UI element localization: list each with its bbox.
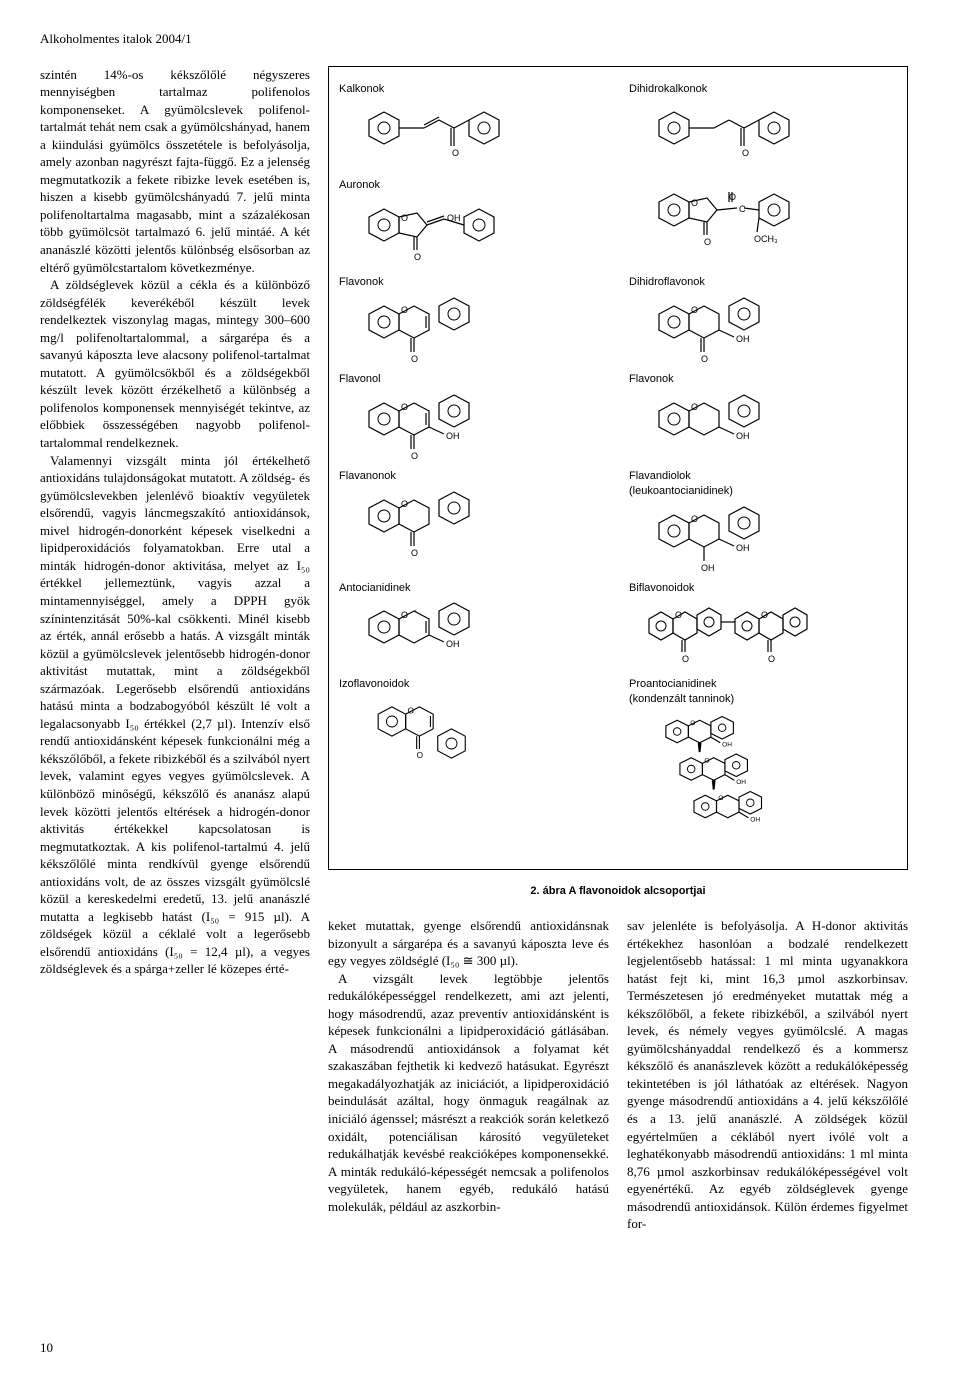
label-flavonok2: Flavonok (629, 372, 909, 387)
struct-flavanonok: O O (339, 486, 619, 560)
cell-flavonok2: Flavonok O OH (629, 372, 909, 463)
svg-text:⁺: ⁺ (413, 608, 417, 617)
label-flavonol: Flavonol (339, 372, 619, 387)
main-content: szintén 14%-os kékszőlőlé négyszeres men… (40, 66, 920, 1233)
svg-text:O: O (718, 795, 723, 802)
struct-flavandiolok: O OH OH (629, 501, 909, 575)
svg-text:O: O (411, 451, 418, 461)
left-column: szintén 14%-os kékszőlőlé négyszeres men… (40, 66, 310, 1233)
svg-text:O: O (704, 237, 711, 247)
struct-dihidroflavonok: O O OH (629, 292, 909, 366)
cell-proantocianidinek: Proantocianidinek (kondenzált tanninok) … (629, 677, 909, 859)
label-proantocianidinek: Proantocianidinek (kondenzált tanninok) (629, 677, 909, 707)
struct-auronok-2: O O O C OCH₃ (629, 180, 909, 254)
cell-blank1: O O O C OCH₃ (629, 178, 909, 269)
right-column: sav jelenléte is befolyásolja. A H-donor… (627, 917, 908, 1233)
svg-text:O: O (401, 402, 408, 412)
svg-text:OH: OH (446, 431, 460, 441)
cell-flavanonok: Flavanonok O O (339, 469, 619, 575)
svg-text:OH: OH (750, 817, 760, 824)
struct-dihidrokalkonok: O (629, 98, 909, 172)
svg-text:OH: OH (446, 639, 460, 649)
cell-dihidroflavonok: Dihidroflavonok O O OH (629, 275, 909, 366)
figure-column: Kalkonok O (328, 66, 908, 1233)
struct-izoflavonoidok: O O (339, 694, 619, 804)
label-dihidrokalkonok: Dihidrokalkonok (629, 82, 909, 97)
label-biflavonoidok: Biflavonoidok (629, 581, 909, 596)
paragraph-2: A zöldséglevek közül a cékla és a különb… (40, 276, 310, 451)
cell-izoflavonoidok: Izoflavonoidok O O (339, 677, 619, 859)
svg-text:O: O (682, 654, 689, 664)
svg-text:OH: OH (736, 334, 750, 344)
paragraph-6: sav jelenléte is befolyásolja. A H-donor… (627, 917, 908, 1233)
label-antocianidinek: Antocianidinek (339, 581, 619, 596)
svg-text:O: O (414, 252, 421, 262)
paragraph-3: Valamennyi vizsgált minta jól értékelhet… (40, 452, 310, 978)
label-dihidroflavonok: Dihidroflavonok (629, 275, 909, 290)
cell-flavonok: Flavonok O O (339, 275, 619, 366)
svg-text:OH: OH (701, 563, 715, 573)
svg-text:O: O (701, 354, 708, 364)
struct-proantocianidinek: O OH O (629, 709, 909, 859)
cell-biflavonoidok: Biflavonoidok O O (629, 581, 909, 672)
cell-flavandiolok: Flavandiolok (leukoantocianidinek) O OH … (629, 469, 909, 575)
cell-flavonol: Flavonol O O OH (339, 372, 619, 463)
struct-flavonok2: O OH (629, 389, 909, 463)
cell-antocianidinek: Antocianidinek O ⁺ OH (339, 581, 619, 672)
svg-text:O: O (401, 213, 408, 223)
page-number: 10 (40, 1339, 53, 1357)
struct-kalkonok: O (339, 98, 619, 172)
svg-text:O: O (690, 720, 695, 727)
svg-text:C: C (739, 204, 746, 214)
svg-text:OH: OH (736, 431, 750, 441)
svg-text:O: O (691, 402, 698, 412)
figure-2-box: Kalkonok O (328, 66, 908, 871)
paragraph-4: keket mutattak, gyenge elsőrendű antioxi… (328, 917, 609, 970)
svg-text:O: O (401, 305, 408, 315)
cell-kalkonok: Kalkonok O (339, 82, 619, 173)
svg-text:O: O (761, 610, 768, 620)
label-flavonok: Flavonok (339, 275, 619, 290)
cell-dihidrokalkonok: Dihidrokalkonok O (629, 82, 909, 173)
svg-text:O: O (408, 707, 415, 716)
struct-biflavonoidok: O O O (629, 597, 909, 671)
svg-text:O: O (768, 654, 775, 664)
svg-text:O: O (411, 548, 418, 558)
struct-flavonol: O O OH (339, 389, 619, 463)
svg-text:O: O (452, 148, 459, 158)
svg-text:OCH₃: OCH₃ (754, 234, 778, 244)
svg-text:O: O (401, 610, 408, 620)
struct-flavonok: O O (339, 292, 619, 366)
svg-text:O: O (411, 354, 418, 364)
label-flavandiolok: Flavandiolok (leukoantocianidinek) (629, 469, 909, 499)
mid-column: keket mutattak, gyenge elsőrendű antioxi… (328, 917, 609, 1233)
paragraph-5: A vizsgált levek legtöbbje jelentős redu… (328, 970, 609, 1216)
svg-text:OH: OH (736, 779, 746, 786)
label-izoflavonoidok: Izoflavonoidok (339, 677, 619, 692)
bottom-columns: keket mutattak, gyenge elsőrendű antioxi… (328, 917, 908, 1233)
page-header: Alkoholmentes italok 2004/1 (40, 30, 920, 48)
figure-2-caption: 2. ábra A flavonoidok alcsoportjai (328, 884, 908, 899)
svg-text:O: O (742, 148, 749, 158)
figure-2-grid: Kalkonok O (339, 82, 897, 860)
svg-text:O: O (691, 514, 698, 524)
label-auronok: Auronok (339, 178, 619, 193)
svg-text:O: O (401, 499, 408, 509)
svg-text:O: O (691, 198, 698, 208)
cell-auronok: Auronok O O OH (339, 178, 619, 269)
label-flavanonok: Flavanonok (339, 469, 619, 484)
paragraph-1: szintén 14%-os kékszőlőlé négyszeres men… (40, 66, 310, 277)
struct-antocianidinek: O ⁺ OH (339, 597, 619, 671)
svg-text:OH: OH (722, 742, 732, 749)
svg-text:OH: OH (736, 543, 750, 553)
label-kalkonok: Kalkonok (339, 82, 619, 97)
struct-auronok: O O OH (339, 195, 619, 269)
svg-text:O: O (691, 305, 698, 315)
svg-text:O: O (704, 758, 709, 765)
svg-text:O: O (675, 610, 682, 620)
svg-text:O: O (417, 751, 424, 760)
